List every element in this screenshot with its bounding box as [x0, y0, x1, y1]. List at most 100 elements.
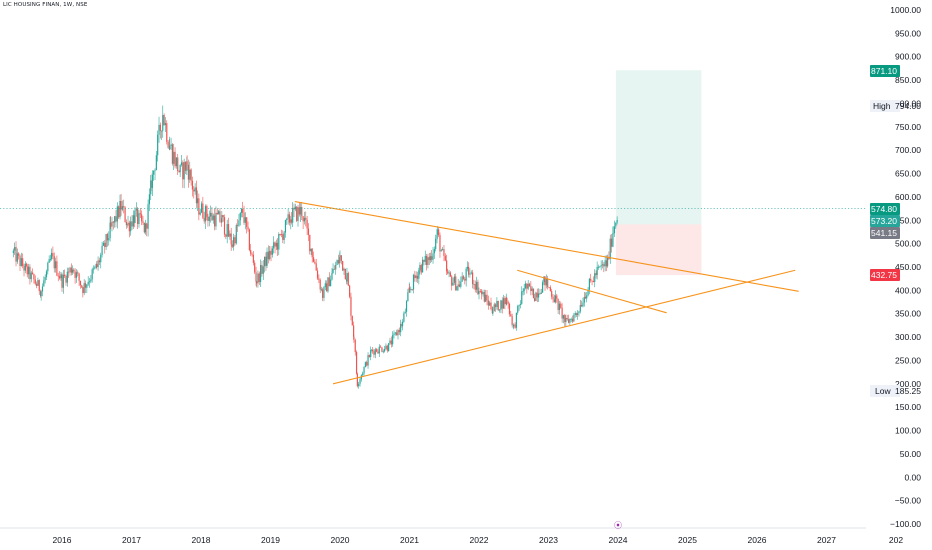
candle-body — [493, 304, 495, 312]
candle-body — [506, 297, 508, 302]
candle-body — [186, 161, 188, 165]
candle-body — [189, 169, 191, 180]
candle-body — [57, 275, 59, 277]
y-tick-label: 550.00 — [895, 215, 921, 225]
candle-body — [526, 283, 528, 289]
candle-body — [374, 349, 376, 355]
trendline-3[interactable] — [517, 269, 667, 314]
candle-body — [174, 151, 176, 167]
candle-body — [376, 349, 378, 352]
event-marker-icon[interactable]: ⦿ — [614, 521, 622, 530]
candle-body — [100, 254, 102, 263]
candle-body — [91, 269, 93, 280]
candle-body — [449, 272, 451, 277]
high-value: 794.00 — [895, 101, 921, 111]
candle-body — [302, 216, 304, 222]
candle-body — [77, 272, 79, 274]
candle-body — [401, 321, 404, 326]
candle-body — [373, 351, 375, 355]
candle-body — [528, 283, 531, 287]
y-tick-label: 850.00 — [895, 75, 921, 85]
trendline-1[interactable] — [294, 201, 799, 292]
candle-body — [229, 233, 231, 237]
candle-body — [90, 279, 92, 282]
candle-body — [363, 366, 365, 374]
y-tick-label: 200.00 — [895, 379, 921, 389]
candle-body — [49, 258, 52, 260]
candle-body — [221, 215, 223, 223]
candle-body — [549, 287, 551, 292]
candle-body — [486, 294, 488, 301]
price-badge — [870, 203, 900, 215]
candle-body — [410, 289, 412, 290]
candle-body — [184, 162, 187, 171]
candle-body — [97, 260, 99, 268]
candle-body — [504, 298, 506, 305]
candle-body — [496, 300, 498, 307]
candle-body — [45, 271, 48, 278]
candle-body — [264, 256, 266, 267]
candle-body — [427, 257, 429, 265]
x-tick-label: 2021 — [400, 535, 419, 545]
candle-body — [552, 296, 554, 300]
candle-body — [322, 289, 324, 298]
y-tick-label: 300.00 — [895, 332, 921, 342]
profit-target-zone[interactable] — [615, 70, 702, 225]
candle-body — [425, 255, 428, 265]
candle-body — [320, 289, 323, 291]
candle-body — [558, 303, 561, 311]
candle-body — [412, 274, 415, 290]
candle-body — [131, 221, 133, 227]
candle-body — [101, 245, 103, 255]
candle-body — [124, 207, 126, 223]
candle-body — [288, 214, 291, 223]
candle-body — [270, 250, 272, 255]
candle-body — [71, 269, 74, 273]
candle-body — [173, 151, 175, 164]
candle-body — [591, 280, 593, 282]
candle-body — [396, 332, 398, 336]
candle-body — [194, 187, 196, 192]
stop-loss-zone[interactable] — [615, 224, 702, 276]
candle-body — [605, 260, 608, 267]
candle-body — [27, 266, 30, 275]
candle-body — [293, 207, 295, 210]
y-tick-label: 350.00 — [895, 309, 921, 319]
candle-body — [274, 242, 276, 247]
candle-body — [510, 314, 512, 317]
candle-body — [612, 233, 614, 247]
candle-body — [557, 298, 559, 311]
candle-body — [435, 238, 437, 250]
candle-body — [94, 267, 96, 269]
candle-body — [616, 219, 618, 223]
candle-body — [53, 256, 55, 269]
candle-body — [177, 157, 179, 172]
y-tick-label: 250.00 — [895, 355, 921, 365]
candle-body — [118, 206, 120, 218]
candle-body — [231, 244, 233, 247]
candle-body — [432, 253, 434, 260]
y-tick-label: 900.00 — [895, 52, 921, 62]
candle-body — [163, 114, 165, 126]
trendline-2[interactable] — [332, 269, 796, 385]
y-tick-label: 600.00 — [895, 192, 921, 202]
candle-body — [61, 274, 63, 288]
candle-body — [215, 212, 217, 227]
candle-body — [223, 217, 226, 235]
candle-body — [271, 248, 273, 255]
candle-body — [386, 345, 388, 351]
candle-body — [183, 162, 185, 180]
candle-body — [292, 207, 294, 223]
candle-body — [29, 266, 31, 280]
candle-body — [108, 238, 110, 241]
candle-body — [242, 209, 244, 213]
candle-body — [120, 201, 122, 210]
candle-body — [366, 362, 368, 366]
candle-body — [279, 234, 281, 235]
candle-body — [84, 283, 87, 288]
candle-body — [102, 242, 105, 246]
candle-body — [312, 257, 315, 262]
candle-body — [15, 247, 17, 262]
candle-body — [233, 237, 235, 247]
